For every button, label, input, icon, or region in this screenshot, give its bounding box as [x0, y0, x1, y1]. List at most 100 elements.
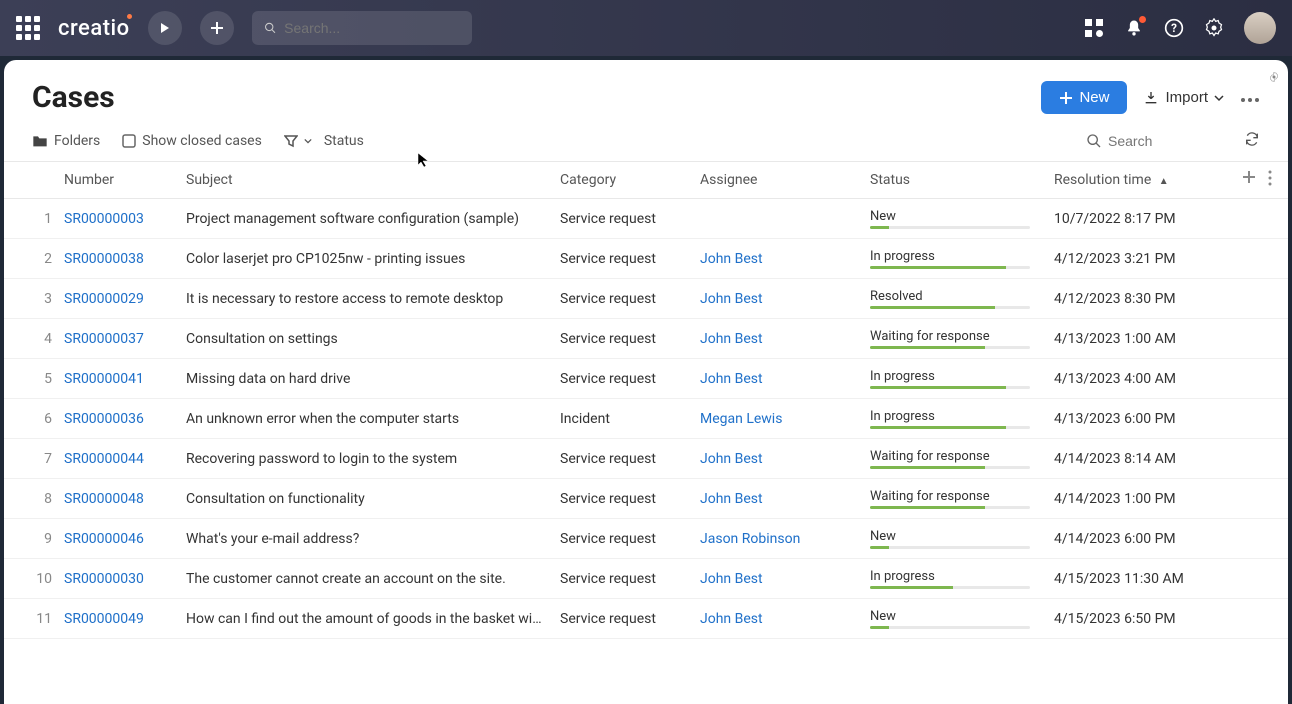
chevron-down-icon	[1214, 93, 1224, 103]
more-actions-icon[interactable]	[1240, 88, 1260, 107]
folders-button[interactable]: Folders	[32, 133, 100, 149]
case-assignee-link[interactable]: John Best	[700, 491, 870, 507]
topbar-right: ?	[1084, 12, 1276, 44]
case-status: Waiting for response	[870, 329, 1054, 349]
case-category: Service request	[560, 491, 700, 507]
table-row[interactable]: 2 SR00000038 Color laserjet pro CP1025nw…	[4, 239, 1288, 279]
col-resolution[interactable]: Resolution time ▲	[1054, 172, 1214, 188]
table-row[interactable]: 1 SR00000003 Project management software…	[4, 199, 1288, 239]
status-progress-bar	[870, 506, 1030, 509]
case-assignee-link[interactable]: John Best	[700, 571, 870, 587]
case-number-link[interactable]: SR00000041	[64, 371, 186, 387]
import-button[interactable]: Import	[1143, 89, 1224, 106]
notifications-icon[interactable]	[1124, 18, 1144, 38]
case-number-link[interactable]: SR00000030	[64, 571, 186, 587]
case-resolution-time: 4/13/2023 4:00 AM	[1054, 371, 1214, 387]
case-assignee-link[interactable]: John Best	[700, 611, 870, 627]
row-index: 6	[20, 411, 64, 427]
user-avatar[interactable]	[1244, 12, 1276, 44]
case-status: In progress	[870, 409, 1054, 429]
global-search[interactable]	[252, 11, 472, 45]
toolbar-right	[1086, 131, 1260, 151]
plus-icon	[1059, 91, 1073, 105]
case-resolution-time: 4/14/2023 1:00 PM	[1054, 491, 1214, 507]
status-progress-bar	[870, 586, 1030, 589]
table-row[interactable]: 7 SR00000044 Recovering password to logi…	[4, 439, 1288, 479]
table-row[interactable]: 4 SR00000037 Consultation on settings Se…	[4, 319, 1288, 359]
case-assignee-link[interactable]: Megan Lewis	[700, 411, 870, 427]
table-search-input[interactable]	[1108, 133, 1228, 149]
show-closed-toggle[interactable]: Show closed cases	[122, 133, 262, 149]
apps-icon[interactable]	[16, 16, 40, 40]
status-text: New	[870, 609, 1054, 624]
case-subject: Project management software configuratio…	[186, 211, 560, 227]
row-index: 4	[20, 331, 64, 347]
case-number-link[interactable]: SR00000037	[64, 331, 186, 347]
help-icon[interactable]: ?	[1164, 18, 1184, 38]
table-row[interactable]: 3 SR00000029 It is necessary to restore …	[4, 279, 1288, 319]
settings-icon[interactable]	[1204, 18, 1224, 38]
case-number-link[interactable]: SR00000046	[64, 531, 186, 547]
status-filter[interactable]: Status	[284, 133, 364, 149]
case-number-link[interactable]: SR00000048	[64, 491, 186, 507]
row-index: 8	[20, 491, 64, 507]
table-search[interactable]	[1086, 133, 1228, 149]
status-text: In progress	[870, 369, 1054, 384]
case-assignee-link[interactable]: John Best	[700, 451, 870, 467]
case-resolution-time: 4/13/2023 6:00 PM	[1054, 411, 1214, 427]
case-assignee-link[interactable]: John Best	[700, 371, 870, 387]
row-index: 11	[20, 611, 64, 627]
case-number-link[interactable]: SR00000049	[64, 611, 186, 627]
column-options-icon[interactable]	[1268, 170, 1272, 190]
case-category: Service request	[560, 211, 700, 227]
case-status: In progress	[870, 369, 1054, 389]
global-search-input[interactable]	[284, 20, 459, 36]
case-status: In progress	[870, 569, 1054, 589]
svg-text:?: ?	[1171, 21, 1177, 35]
case-number-link[interactable]: SR00000029	[64, 291, 186, 307]
case-subject: Recovering password to login to the syst…	[186, 451, 560, 467]
download-icon	[1143, 90, 1159, 106]
new-button[interactable]: New	[1041, 81, 1127, 114]
status-text: Waiting for response	[870, 449, 1054, 464]
import-button-label: Import	[1165, 89, 1208, 106]
table-row[interactable]: 5 SR00000041 Missing data on hard drive …	[4, 359, 1288, 399]
case-category: Service request	[560, 611, 700, 627]
add-column-icon[interactable]	[1242, 170, 1256, 190]
case-assignee-link[interactable]: John Best	[700, 251, 870, 267]
case-resolution-time: 4/12/2023 3:21 PM	[1054, 251, 1214, 267]
col-subject[interactable]: Subject	[186, 172, 560, 188]
panel-settings-icon[interactable]	[1268, 68, 1280, 87]
case-number-link[interactable]: SR00000044	[64, 451, 186, 467]
col-status[interactable]: Status	[870, 172, 1054, 188]
table-row[interactable]: 9 SR00000046 What's your e-mail address?…	[4, 519, 1288, 559]
refresh-button[interactable]	[1244, 131, 1260, 151]
add-button[interactable]	[200, 11, 234, 45]
col-assignee[interactable]: Assignee	[700, 172, 870, 188]
case-assignee-link[interactable]: John Best	[700, 331, 870, 347]
case-assignee-link[interactable]: John Best	[700, 291, 870, 307]
row-index: 10	[20, 571, 64, 587]
page-panel: Cases New Import Folders Show clo	[4, 60, 1288, 704]
case-resolution-time: 4/14/2023 8:14 AM	[1054, 451, 1214, 467]
case-resolution-time: 4/15/2023 11:30 AM	[1054, 571, 1214, 587]
search-icon	[1086, 133, 1102, 149]
play-button[interactable]	[148, 11, 182, 45]
case-assignee-link[interactable]: Jason Robinson	[700, 531, 870, 547]
new-button-label: New	[1079, 89, 1109, 106]
table-row[interactable]: 10 SR00000030 The customer cannot create…	[4, 559, 1288, 599]
logo[interactable]: creatio	[58, 16, 130, 41]
table-row[interactable]: 11 SR00000049 How can I find out the amo…	[4, 599, 1288, 639]
checkbox-icon	[122, 134, 136, 148]
case-subject: How can I find out the amount of goods i…	[186, 611, 560, 627]
case-number-link[interactable]: SR00000003	[64, 211, 186, 227]
case-number-link[interactable]: SR00000038	[64, 251, 186, 267]
table-body: 1 SR00000003 Project management software…	[4, 199, 1288, 639]
case-number-link[interactable]: SR00000036	[64, 411, 186, 427]
marketplace-icon[interactable]	[1084, 18, 1104, 38]
col-category[interactable]: Category	[560, 172, 700, 188]
table-row[interactable]: 6 SR00000036 An unknown error when the c…	[4, 399, 1288, 439]
case-resolution-time: 4/12/2023 8:30 PM	[1054, 291, 1214, 307]
table-row[interactable]: 8 SR00000048 Consultation on functionali…	[4, 479, 1288, 519]
col-number[interactable]: Number	[64, 172, 186, 188]
